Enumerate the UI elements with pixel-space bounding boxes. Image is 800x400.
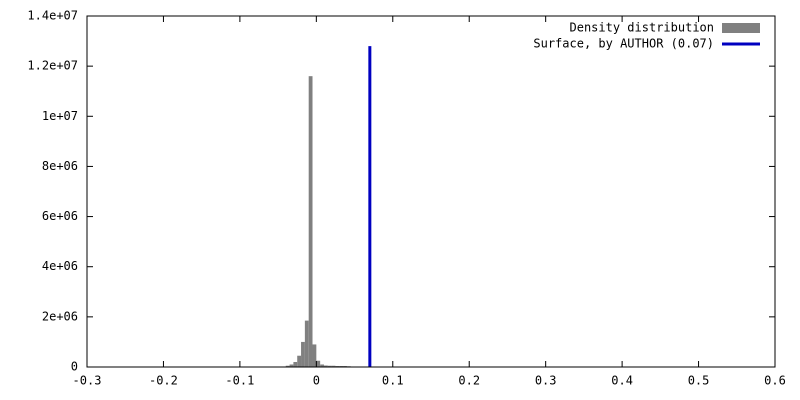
bar	[304, 320, 309, 367]
legend-label: Surface, by AUTHOR (0.07)	[533, 37, 714, 51]
bar	[312, 344, 317, 367]
bar	[335, 365, 340, 367]
x-tick-label: 0.5	[688, 374, 710, 388]
bar	[339, 365, 344, 367]
bar	[323, 365, 328, 367]
y-tick-label: 4e+06	[42, 259, 78, 273]
x-tick-label: -0.2	[149, 374, 178, 388]
y-tick-label: 1e+07	[42, 109, 78, 123]
bar	[320, 364, 324, 367]
legend-swatch	[722, 23, 760, 33]
x-tick-label: 0.3	[535, 374, 557, 388]
y-tick-label: 8e+06	[42, 159, 78, 173]
x-tick-label: 0	[313, 374, 320, 388]
bar	[343, 365, 347, 367]
bar	[285, 365, 290, 367]
bar	[297, 355, 302, 367]
x-tick-label: -0.3	[73, 374, 102, 388]
bar	[289, 364, 294, 367]
bar	[331, 365, 336, 367]
y-tick-label: 0	[71, 360, 78, 374]
y-tick-label: 1.2e+07	[27, 59, 78, 73]
x-tick-label: 0.2	[458, 374, 480, 388]
bar	[308, 76, 313, 368]
y-tick-label: 6e+06	[42, 209, 78, 223]
bar	[293, 361, 298, 367]
legend-label: Density distribution	[570, 21, 715, 35]
bar	[327, 365, 332, 367]
x-tick-label: 0.6	[764, 374, 786, 388]
y-tick-label: 1.4e+07	[27, 9, 78, 23]
y-tick-label: 2e+06	[42, 309, 78, 323]
x-tick-label: 0.4	[611, 374, 633, 388]
x-tick-label: 0.1	[382, 374, 404, 388]
bar	[316, 360, 321, 367]
bar	[301, 341, 305, 367]
x-tick-label: -0.1	[225, 374, 254, 388]
plot-frame	[86, 15, 776, 368]
